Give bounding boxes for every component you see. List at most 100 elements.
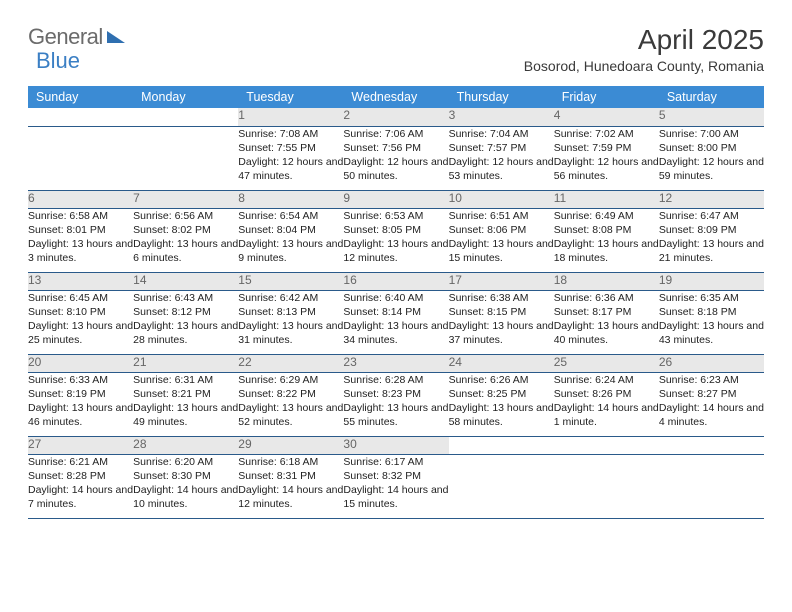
day-content-cell: Sunrise: 6:23 AMSunset: 8:27 PMDaylight:… — [659, 372, 764, 436]
sunrise-text: Sunrise: 6:29 AM — [238, 373, 343, 387]
day-number-cell: 15 — [238, 272, 343, 290]
sunset-text: Sunset: 8:23 PM — [343, 387, 448, 401]
day-number-cell: 25 — [554, 354, 659, 372]
daylight-text: Daylight: 13 hours and 31 minutes. — [238, 319, 343, 347]
sunset-text: Sunset: 8:02 PM — [133, 223, 238, 237]
day-content-cell: Sunrise: 6:42 AMSunset: 8:13 PMDaylight:… — [238, 290, 343, 354]
sunrise-text: Sunrise: 7:02 AM — [554, 127, 659, 141]
daylight-text: Daylight: 13 hours and 21 minutes. — [659, 237, 764, 265]
daylight-text: Daylight: 12 hours and 56 minutes. — [554, 155, 659, 183]
sunrise-text: Sunrise: 7:08 AM — [238, 127, 343, 141]
daylight-text: Daylight: 13 hours and 9 minutes. — [238, 237, 343, 265]
day-content-cell: Sunrise: 6:20 AMSunset: 8:30 PMDaylight:… — [133, 454, 238, 518]
day-content-cell: Sunrise: 6:43 AMSunset: 8:12 PMDaylight:… — [133, 290, 238, 354]
day-content-cell: Sunrise: 7:08 AMSunset: 7:55 PMDaylight:… — [238, 126, 343, 190]
page-header: General April 2025 Bosorod, Hunedoara Co… — [28, 24, 764, 74]
day-content-cell: Sunrise: 6:17 AMSunset: 8:32 PMDaylight:… — [343, 454, 448, 518]
calendar-header-row: SundayMondayTuesdayWednesdayThursdayFrid… — [28, 86, 764, 108]
day-content-cell: Sunrise: 6:45 AMSunset: 8:10 PMDaylight:… — [28, 290, 133, 354]
daylight-text: Daylight: 12 hours and 50 minutes. — [343, 155, 448, 183]
daylight-text: Daylight: 13 hours and 25 minutes. — [28, 319, 133, 347]
day-number-cell: 10 — [449, 190, 554, 208]
daylight-text: Daylight: 13 hours and 49 minutes. — [133, 401, 238, 429]
daylight-text: Daylight: 14 hours and 10 minutes. — [133, 483, 238, 511]
sunset-text: Sunset: 8:09 PM — [659, 223, 764, 237]
day-number-cell: 17 — [449, 272, 554, 290]
sunset-text: Sunset: 8:14 PM — [343, 305, 448, 319]
sunrise-text: Sunrise: 6:31 AM — [133, 373, 238, 387]
day-content-cell: Sunrise: 7:04 AMSunset: 7:57 PMDaylight:… — [449, 126, 554, 190]
daylight-text: Daylight: 14 hours and 15 minutes. — [343, 483, 448, 511]
daylight-text: Daylight: 13 hours and 34 minutes. — [343, 319, 448, 347]
day-number-cell: 27 — [28, 436, 133, 454]
day-content-cell — [28, 126, 133, 190]
day-number-cell: 14 — [133, 272, 238, 290]
daylight-text: Daylight: 13 hours and 55 minutes. — [343, 401, 448, 429]
day-content-cell — [133, 126, 238, 190]
sunset-text: Sunset: 8:26 PM — [554, 387, 659, 401]
sunrise-text: Sunrise: 6:28 AM — [343, 373, 448, 387]
day-content-cell: Sunrise: 7:00 AMSunset: 8:00 PMDaylight:… — [659, 126, 764, 190]
day-number-cell: 29 — [238, 436, 343, 454]
day-number-cell: 19 — [659, 272, 764, 290]
sunset-text: Sunset: 8:17 PM — [554, 305, 659, 319]
sunrise-text: Sunrise: 7:00 AM — [659, 127, 764, 141]
day-number-cell: 30 — [343, 436, 448, 454]
sunset-text: Sunset: 8:21 PM — [133, 387, 238, 401]
day-content-row: Sunrise: 6:45 AMSunset: 8:10 PMDaylight:… — [28, 290, 764, 354]
day-number-row: 27282930 — [28, 436, 764, 454]
day-number-cell: 4 — [554, 108, 659, 126]
sunrise-text: Sunrise: 7:06 AM — [343, 127, 448, 141]
day-content-cell: Sunrise: 6:47 AMSunset: 8:09 PMDaylight:… — [659, 208, 764, 272]
day-number-cell: 11 — [554, 190, 659, 208]
sunset-text: Sunset: 7:56 PM — [343, 141, 448, 155]
location-label: Bosorod, Hunedoara County, Romania — [524, 58, 764, 74]
day-number-cell — [554, 436, 659, 454]
daylight-text: Daylight: 13 hours and 40 minutes. — [554, 319, 659, 347]
day-number-cell: 23 — [343, 354, 448, 372]
day-content-cell: Sunrise: 6:58 AMSunset: 8:01 PMDaylight:… — [28, 208, 133, 272]
sunrise-text: Sunrise: 6:56 AM — [133, 209, 238, 223]
weekday-header: Tuesday — [238, 86, 343, 108]
sunrise-text: Sunrise: 6:40 AM — [343, 291, 448, 305]
daylight-text: Daylight: 13 hours and 46 minutes. — [28, 401, 133, 429]
day-number-cell: 22 — [238, 354, 343, 372]
daylight-text: Daylight: 13 hours and 18 minutes. — [554, 237, 659, 265]
day-number-row: 12345 — [28, 108, 764, 126]
sunrise-text: Sunrise: 6:58 AM — [28, 209, 133, 223]
daylight-text: Daylight: 14 hours and 7 minutes. — [28, 483, 133, 511]
sunrise-text: Sunrise: 6:49 AM — [554, 209, 659, 223]
day-number-cell: 21 — [133, 354, 238, 372]
day-content-cell: Sunrise: 7:06 AMSunset: 7:56 PMDaylight:… — [343, 126, 448, 190]
daylight-text: Daylight: 13 hours and 3 minutes. — [28, 237, 133, 265]
day-content-cell: Sunrise: 6:49 AMSunset: 8:08 PMDaylight:… — [554, 208, 659, 272]
sunset-text: Sunset: 8:10 PM — [28, 305, 133, 319]
day-number-cell: 16 — [343, 272, 448, 290]
weekday-header: Wednesday — [343, 86, 448, 108]
sunset-text: Sunset: 8:12 PM — [133, 305, 238, 319]
day-content-cell: Sunrise: 6:40 AMSunset: 8:14 PMDaylight:… — [343, 290, 448, 354]
sunrise-text: Sunrise: 6:23 AM — [659, 373, 764, 387]
day-content-cell: Sunrise: 6:53 AMSunset: 8:05 PMDaylight:… — [343, 208, 448, 272]
sunrise-text: Sunrise: 6:36 AM — [554, 291, 659, 305]
day-number-row: 6789101112 — [28, 190, 764, 208]
sunset-text: Sunset: 8:18 PM — [659, 305, 764, 319]
day-number-cell: 18 — [554, 272, 659, 290]
logo-triangle-icon — [107, 31, 125, 43]
weekday-header: Saturday — [659, 86, 764, 108]
sunrise-text: Sunrise: 6:35 AM — [659, 291, 764, 305]
sunset-text: Sunset: 8:04 PM — [238, 223, 343, 237]
logo: General — [28, 24, 127, 50]
sunset-text: Sunset: 8:06 PM — [449, 223, 554, 237]
day-content-row: Sunrise: 6:33 AMSunset: 8:19 PMDaylight:… — [28, 372, 764, 436]
sunset-text: Sunset: 8:32 PM — [343, 469, 448, 483]
sunset-text: Sunset: 8:19 PM — [28, 387, 133, 401]
day-number-cell: 6 — [28, 190, 133, 208]
day-number-cell: 9 — [343, 190, 448, 208]
sunrise-text: Sunrise: 6:45 AM — [28, 291, 133, 305]
sunset-text: Sunset: 7:57 PM — [449, 141, 554, 155]
sunrise-text: Sunrise: 6:21 AM — [28, 455, 133, 469]
daylight-text: Daylight: 14 hours and 4 minutes. — [659, 401, 764, 429]
sunset-text: Sunset: 7:55 PM — [238, 141, 343, 155]
day-content-cell: Sunrise: 7:02 AMSunset: 7:59 PMDaylight:… — [554, 126, 659, 190]
